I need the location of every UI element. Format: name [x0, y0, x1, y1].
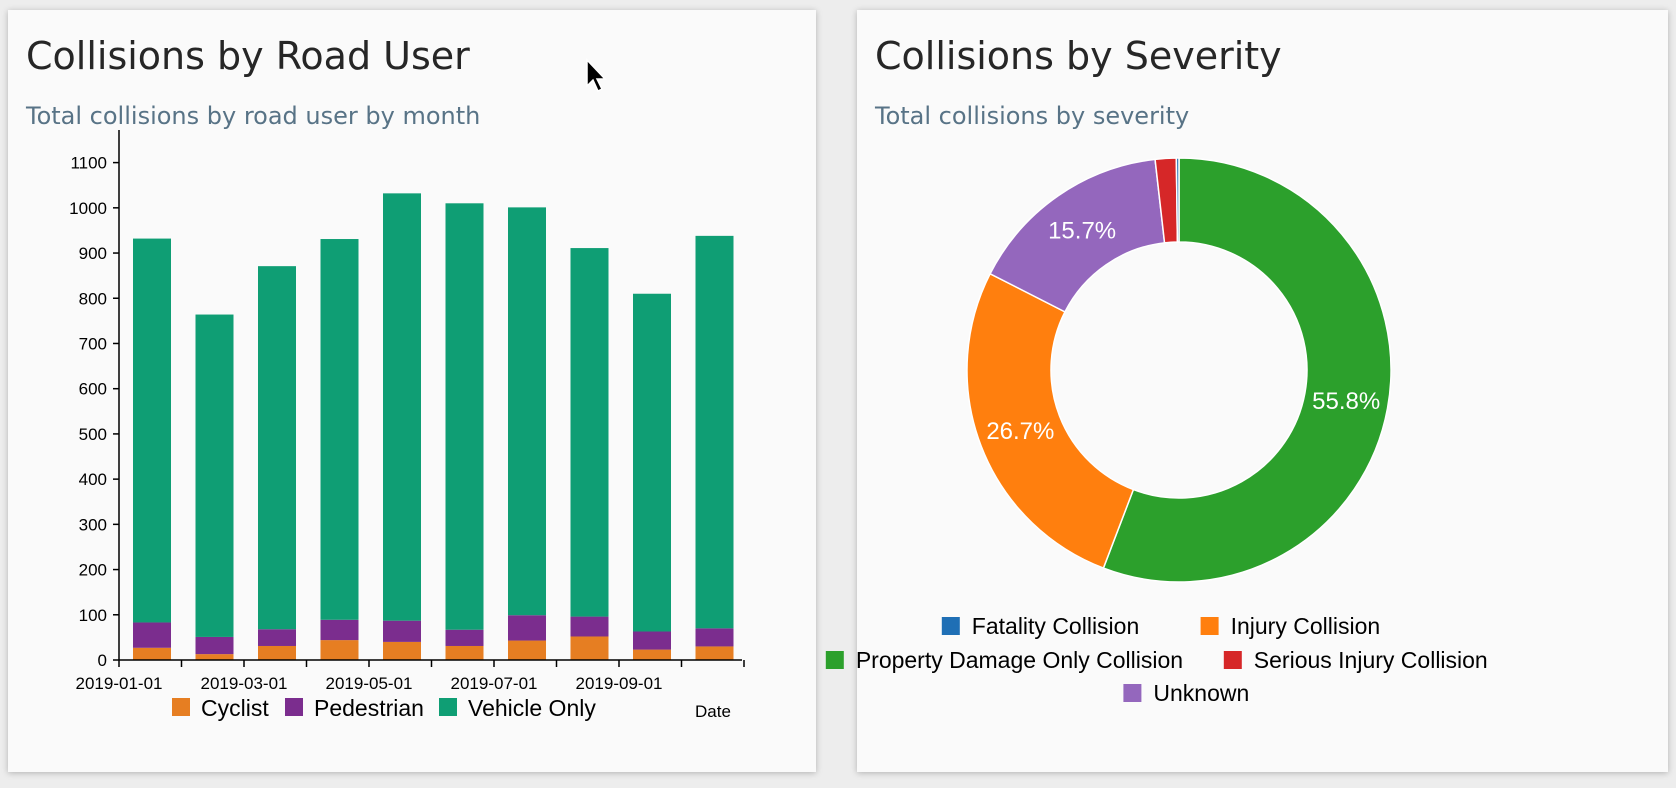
y-tick-label: 600 — [79, 380, 107, 399]
bar-pedestrian-2019-02 — [195, 636, 234, 655]
legend-swatch — [439, 698, 457, 716]
mouse-pointer-icon — [586, 58, 607, 93]
legend-item-cyclist: Cyclist — [172, 695, 269, 721]
y-tick-label: 400 — [79, 470, 107, 489]
road-user-bar-chart: 0 100 200 300 400 500 600 700 800 900 1000 1100 2019… — [69, 130, 745, 721]
legend-item-pedestrian: Pedestrian — [285, 695, 424, 721]
bar-pedestrian-2019-03 — [258, 629, 296, 646]
bar-vehicle-only-2019-02 — [195, 314, 234, 637]
road-user-title: Collisions by Road User — [26, 34, 470, 78]
bar-pedestrian-2019-08 — [570, 616, 609, 637]
bar-vehicle-only-2019-07 — [508, 207, 546, 616]
y-tick-label: 1100 — [70, 154, 107, 173]
y-tick-label: 900 — [79, 244, 107, 263]
legend-item-fatality-collision: Fatality Collision — [941, 613, 1139, 639]
bar-pedestrian-2019-09 — [633, 631, 671, 650]
bar-vehicle-only-2019-09 — [633, 293, 671, 632]
y-tick-label: 1000 — [69, 199, 107, 218]
severity-card: Collisions by Severity Total collisions … — [825, 10, 1668, 772]
slice-label-unknown: 15.7% — [1048, 217, 1116, 244]
severity-title: Collisions by Severity — [875, 34, 1282, 78]
y-tick-label: 0 — [98, 651, 107, 670]
bar-pedestrian-2019-06 — [445, 629, 484, 646]
bar-vehicle-only-2019-04 — [320, 239, 359, 620]
y-tick-label: 700 — [79, 334, 107, 353]
slice-label-property-damage-only-collision: 55.8% — [1312, 388, 1380, 415]
bar-pedestrian-2019-10 — [695, 628, 734, 647]
legend-label: Injury Collision — [1231, 613, 1381, 639]
legend-item-serious-injury-collision: Serious Injury Collision — [1223, 647, 1488, 673]
severity-donut-chart: 55.8% 26.7% 15.7% Fatality Collision Injury … — [825, 157, 1488, 706]
bar-pedestrian-2019-05 — [383, 620, 421, 642]
legend-label: Property Damage Only Collision — [856, 647, 1183, 673]
legend-swatch — [1223, 651, 1242, 669]
road-user-subtitle: Total collisions by road user by month — [26, 102, 481, 130]
bar-cyclist-2019-09 — [633, 649, 671, 660]
legend-label: Vehicle Only — [468, 695, 596, 721]
bar-cyclist-2019-10 — [695, 646, 734, 660]
slice-injury-collision — [966, 272, 1135, 570]
bar-pedestrian-2019-04 — [320, 619, 359, 641]
legend-item-property-damage-only-collision: Property Damage Only Collision — [825, 647, 1183, 673]
legend-item-vehicle-only: Vehicle Only — [439, 695, 596, 721]
bar-pedestrian-2019-07 — [508, 615, 546, 641]
bar-vehicle-only-2019-10 — [695, 235, 734, 629]
y-tick-label: 300 — [79, 515, 107, 534]
bar-vehicle-only-2019-03 — [258, 266, 296, 630]
bar-cyclist-2019-02 — [195, 654, 234, 660]
bar-cyclist-2019-05 — [383, 641, 421, 660]
x-tick-label: 2019-01-01 — [76, 674, 163, 693]
legend-label: Serious Injury Collision — [1254, 647, 1488, 673]
x-axis-title: Date — [695, 702, 731, 721]
x-tick-label: 2019-07-01 — [451, 674, 538, 693]
bar-vehicle-only-2019-01 — [133, 238, 171, 623]
bar-cyclist-2019-06 — [445, 645, 484, 660]
slice-label-injury-collision: 26.7% — [986, 418, 1054, 445]
bar-cyclist-2019-03 — [258, 645, 296, 660]
slice-fatality-collision — [1175, 157, 1180, 243]
legend-swatch — [285, 698, 303, 716]
road-user-card: Collisions by Road User Total collisions… — [8, 10, 816, 772]
x-tick-label: 2019-03-01 — [201, 674, 288, 693]
bar-vehicle-only-2019-06 — [445, 203, 484, 630]
x-tick-label: 2019-05-01 — [326, 674, 413, 693]
slice-property-damage-only-collision — [1102, 157, 1392, 583]
bar-cyclist-2019-04 — [320, 640, 359, 660]
y-tick-label: 500 — [79, 425, 107, 444]
bar-pedestrian-2019-01 — [133, 622, 171, 648]
legend-swatch — [1123, 684, 1142, 702]
y-tick-label: 100 — [79, 606, 107, 625]
legend-swatch — [1200, 617, 1219, 635]
severity-subtitle: Total collisions by severity — [875, 102, 1190, 130]
y-tick-label: 200 — [79, 561, 107, 580]
legend-item-injury-collision: Injury Collision — [1200, 613, 1381, 639]
legend-swatch — [941, 617, 960, 635]
x-tick-label: 2019-09-01 — [576, 674, 663, 693]
legend-swatch — [825, 651, 844, 669]
legend-label: Fatality Collision — [972, 613, 1139, 639]
legend-item-unknown: Unknown — [1123, 680, 1249, 706]
legend-label: Unknown — [1153, 680, 1249, 706]
bar-vehicle-only-2019-05 — [383, 193, 421, 621]
legend-label: Cyclist — [201, 695, 269, 721]
legend-label: Pedestrian — [314, 695, 424, 721]
bar-cyclist-2019-08 — [570, 636, 609, 660]
legend-swatch — [172, 698, 190, 716]
bar-cyclist-2019-07 — [508, 640, 546, 660]
y-tick-label: 800 — [79, 289, 107, 308]
bar-cyclist-2019-01 — [133, 647, 171, 660]
bar-vehicle-only-2019-08 — [570, 248, 609, 617]
